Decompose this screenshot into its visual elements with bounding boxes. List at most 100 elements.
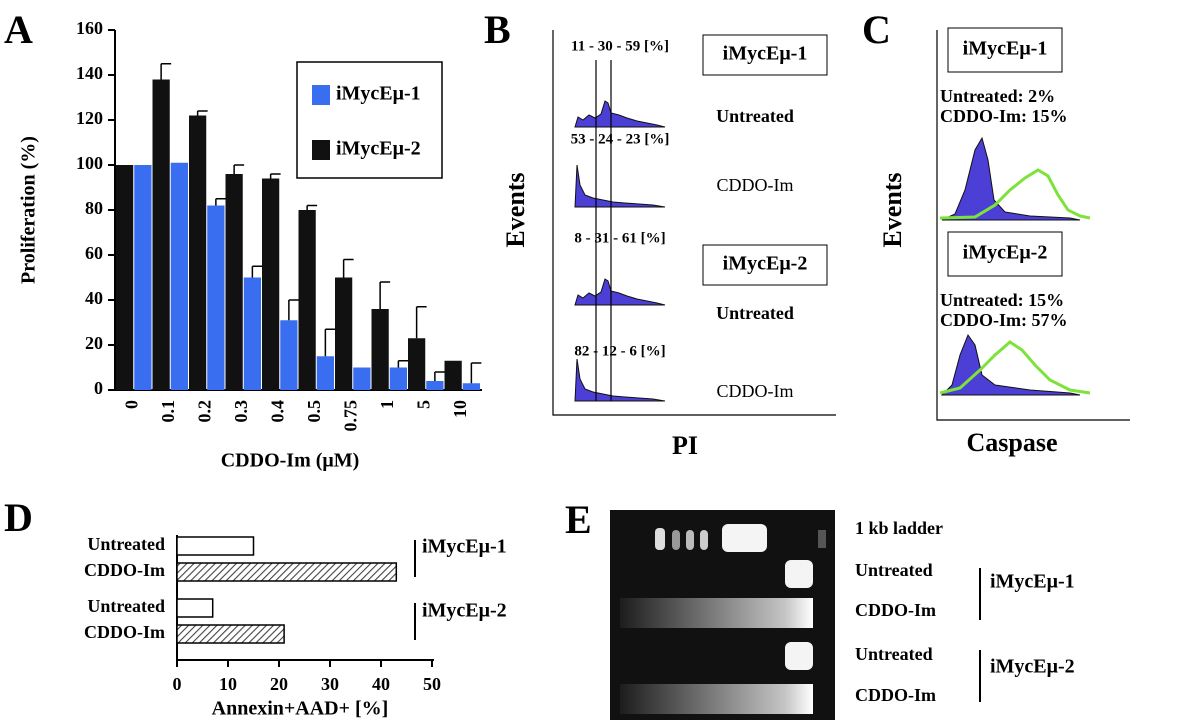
x-axis-label: PI xyxy=(672,431,698,460)
y-tick-label: CDDO-Im xyxy=(84,560,165,580)
error-bar xyxy=(434,371,445,381)
lane-label: Untreated xyxy=(855,644,933,664)
treatment-label: CDDO-Im xyxy=(717,381,794,401)
stat-label: Untreated: 2% xyxy=(940,86,1055,106)
bar xyxy=(176,536,255,556)
stat-label: CDDO-Im: 15% xyxy=(940,106,1068,126)
error-bar xyxy=(306,204,318,210)
x-tick-label: 0.5 xyxy=(304,400,324,423)
bar xyxy=(462,383,480,390)
y-tick-label: 0 xyxy=(94,378,103,398)
x-tick-label: 0.75 xyxy=(340,400,360,432)
lane-label: CDDO-Im xyxy=(855,685,936,705)
panel-label: A xyxy=(4,7,33,52)
x-tick-label: 0.4 xyxy=(267,400,287,423)
box xyxy=(947,231,1063,277)
error-bar xyxy=(415,306,427,339)
error-bar xyxy=(251,265,263,278)
legend-swatch xyxy=(312,85,330,105)
histogram xyxy=(574,358,666,402)
x-tick-label: 10 xyxy=(450,400,470,418)
group-label: iMycEμ-2 xyxy=(422,600,507,622)
error-bar xyxy=(397,360,409,368)
gate-label: 53 - 24 - 23 [%] xyxy=(571,131,670,147)
y-tick-label: CDDO-Im xyxy=(84,622,165,642)
histogram xyxy=(939,340,1091,395)
group-label: iMycEμ-1 xyxy=(422,536,507,558)
y-tick-label: 20 xyxy=(85,333,103,353)
bar xyxy=(316,356,334,390)
panel-label: D xyxy=(4,495,33,540)
x-tick-label: 50 xyxy=(423,674,441,694)
y-tick-label: 100 xyxy=(76,153,103,173)
error-bar xyxy=(196,110,208,116)
x-tick-label: 0.1 xyxy=(158,400,178,423)
stat-label: CDDO-Im: 57% xyxy=(940,310,1068,330)
error-bar xyxy=(233,164,245,174)
bar xyxy=(134,165,152,390)
bar xyxy=(262,178,280,390)
histogram xyxy=(574,278,666,306)
histogram xyxy=(939,168,1091,220)
error-bar xyxy=(470,362,482,384)
gate-label: 8 - 31 - 61 [%] xyxy=(574,230,665,246)
treatment-label: CDDO-Im xyxy=(717,175,794,195)
bar xyxy=(426,381,444,390)
error-bar xyxy=(288,299,299,321)
bar xyxy=(152,79,170,390)
gate-label: 11 - 30 - 59 [%] xyxy=(571,38,669,54)
group-label: iMycEμ-2 xyxy=(990,656,1075,678)
x-tick-label: 0.3 xyxy=(231,400,251,423)
y-tick-label: 140 xyxy=(76,63,103,83)
x-axis-label: CDDO-Im (μM) xyxy=(221,450,360,472)
y-tick-label: 40 xyxy=(85,288,103,308)
box-label: iMycEμ-1 xyxy=(963,38,1048,60)
bar xyxy=(444,360,462,390)
y-tick-label: 160 xyxy=(76,18,103,38)
bar xyxy=(280,320,298,390)
histogram xyxy=(574,164,666,208)
x-tick-label: 1 xyxy=(377,400,397,409)
box-label: iMycEμ-2 xyxy=(963,242,1048,264)
x-axis-label: Caspase xyxy=(966,428,1057,457)
histogram xyxy=(941,136,1081,221)
error-bar xyxy=(215,198,226,206)
x-tick-label: 0 xyxy=(173,674,182,694)
y-tick-label: 120 xyxy=(76,108,103,128)
x-tick-label: 30 xyxy=(321,674,339,694)
panel-label: C xyxy=(862,7,891,52)
box-label: iMycEμ-1 xyxy=(723,43,808,65)
bar xyxy=(170,162,188,390)
panel-label: E xyxy=(565,497,592,542)
x-axis-label: Annexin+AAD+ [%] xyxy=(212,698,389,720)
axis xyxy=(936,30,1130,421)
error-bar xyxy=(160,63,172,80)
treatment-label: Untreated xyxy=(716,106,794,126)
x-tick-label: 40 xyxy=(372,674,390,694)
legend-label: iMycEμ-2 xyxy=(336,138,421,160)
stat-label: Untreated: 15% xyxy=(940,290,1064,310)
bar xyxy=(207,205,225,390)
error-bar xyxy=(342,258,354,278)
y-axis-label: Proliferation (%) xyxy=(18,136,40,284)
bar xyxy=(176,624,285,644)
y-axis-label: Events xyxy=(501,172,530,247)
axis xyxy=(552,30,836,416)
box xyxy=(702,244,828,286)
error-bar xyxy=(269,173,281,179)
bar xyxy=(243,277,261,390)
bar xyxy=(408,338,426,390)
legend-swatch xyxy=(312,140,330,160)
bar xyxy=(176,562,398,582)
bar xyxy=(371,309,389,390)
y-axis-label: Events xyxy=(878,172,907,247)
panel-label: B xyxy=(484,7,511,52)
bar xyxy=(335,277,353,390)
lane-label: 1 kb ladder xyxy=(855,518,943,538)
histogram xyxy=(574,100,666,128)
lane-label: Untreated xyxy=(855,560,933,580)
x-tick-label: 10 xyxy=(219,674,237,694)
error-bar xyxy=(379,281,391,309)
